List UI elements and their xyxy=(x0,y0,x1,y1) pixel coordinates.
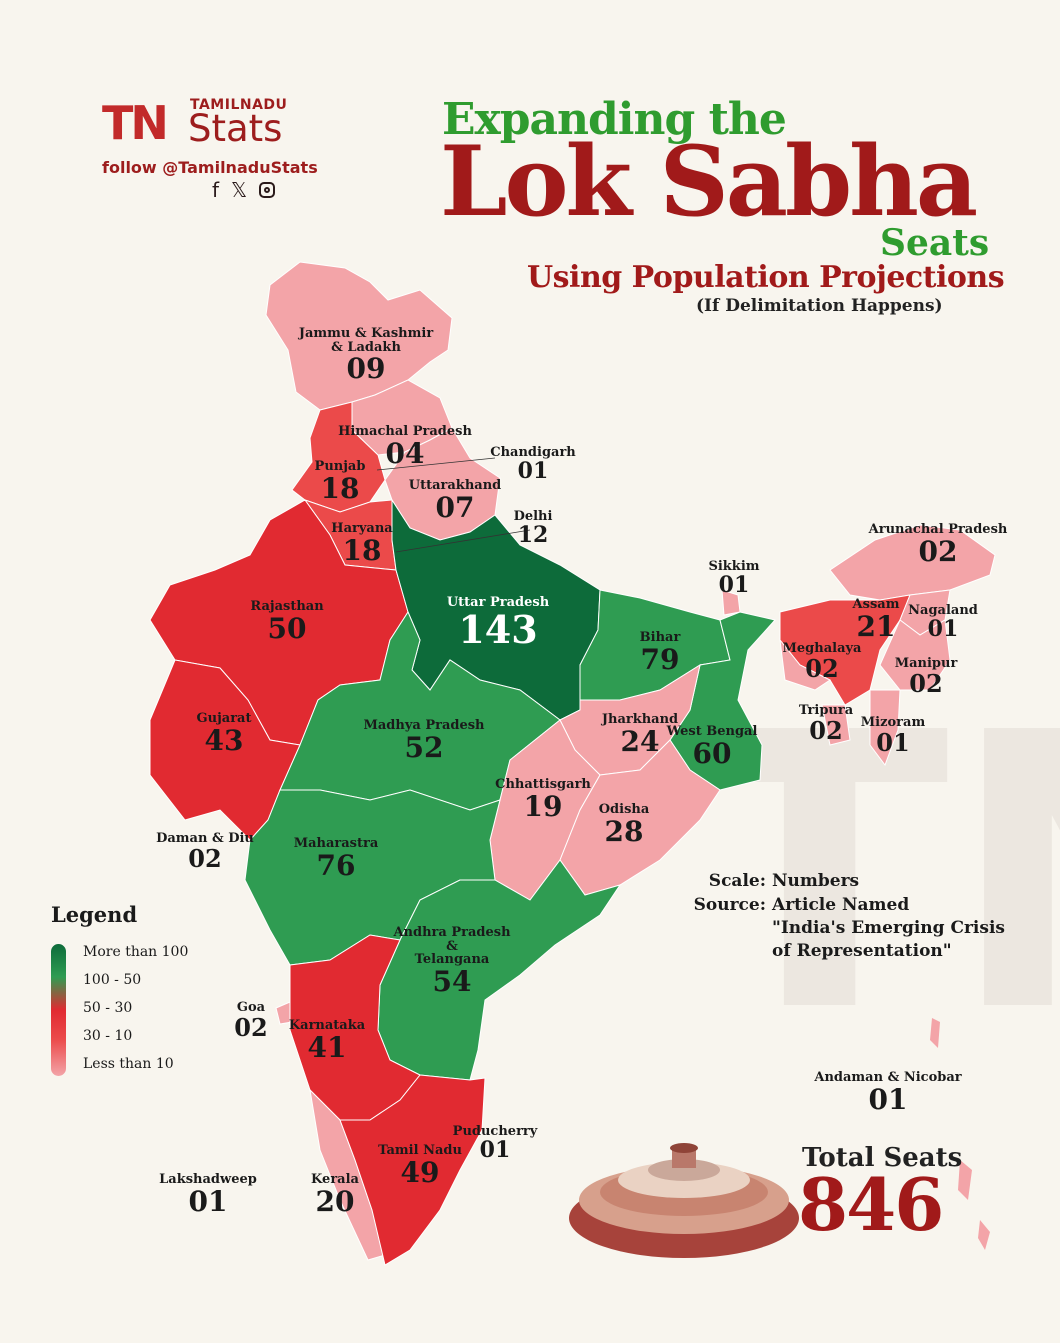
legend-item: 100 - 50 xyxy=(83,972,142,988)
label-delhi: Delhi 12 xyxy=(513,509,553,548)
follow-handle[interactable]: follow @TamilnaduStats xyxy=(102,158,318,177)
label-goa: Goa 02 xyxy=(234,1000,268,1042)
facebook-icon[interactable]: f xyxy=(212,178,220,202)
title-line-1: Expanding the xyxy=(442,94,787,145)
label-nagaland: Nagaland 01 xyxy=(908,603,978,642)
region-andaman xyxy=(930,1018,990,1250)
region-jammu-kashmir xyxy=(265,261,453,411)
region-meghalaya xyxy=(779,638,831,691)
instagram-icon[interactable] xyxy=(259,182,276,198)
subtitle: Using Population Projections xyxy=(527,260,1005,295)
legend-item: More than 100 xyxy=(83,944,189,960)
label-sikkim: Sikkim 01 xyxy=(708,559,760,598)
label-uttarakhand: Uttarakhand 07 xyxy=(408,478,502,524)
scale-value: Numbers xyxy=(772,871,860,891)
label-jammu-kashmir: Jammu & Kashmir & Ladakh 09 xyxy=(298,326,434,386)
label-arunachal-pradesh: Arunachal Pradesh 02 xyxy=(868,522,1008,568)
label-punjab: Punjab 18 xyxy=(314,459,366,505)
label-meghalaya: Meghalaya 02 xyxy=(782,641,862,683)
label-gujarat: Gujarat 43 xyxy=(196,711,252,757)
label-bihar: Bihar 79 xyxy=(639,630,681,676)
region-manipur xyxy=(879,619,951,691)
label-daman-diu: Daman & Diu 02 xyxy=(156,831,254,873)
source-value-line1: Article Named xyxy=(772,895,910,915)
legend-item: 30 - 10 xyxy=(83,1028,133,1044)
title-line-3: Seats xyxy=(880,222,990,264)
brand-top-text: TAMILNADU xyxy=(190,97,288,113)
legend-item: Less than 10 xyxy=(83,1056,174,1072)
region-mizoram xyxy=(869,689,901,767)
legend-item: 50 - 30 xyxy=(83,1000,133,1016)
label-andaman-nicobar: Andaman & Nicobar 01 xyxy=(814,1070,962,1116)
source-label: Source: xyxy=(693,895,766,915)
label-himachal-pradesh: Himachal Pradesh 04 xyxy=(338,424,472,470)
label-chandigarh: Chandigarh 01 xyxy=(490,445,576,484)
total-seats-label: Total Seats xyxy=(802,1143,963,1173)
label-manipur: Manipur 02 xyxy=(894,656,958,698)
label-uttar-pradesh: Uttar Pradesh 143 xyxy=(446,595,550,652)
x-icon[interactable]: 𝕏 xyxy=(231,178,248,202)
label-west-bengal: West Bengal 60 xyxy=(666,724,758,770)
region-arunachal xyxy=(829,524,996,601)
parliament-illustration xyxy=(569,1143,799,1258)
source-value-line2: "India's Emerging Crisis xyxy=(772,918,1005,938)
legend-title: Legend xyxy=(51,902,138,927)
label-kerala: Kerala 20 xyxy=(311,1172,359,1218)
label-puducherry: Puducherry 01 xyxy=(452,1124,538,1163)
label-odisha: Odisha 28 xyxy=(598,802,650,848)
label-maharashtra: Maharastra 76 xyxy=(293,836,379,882)
label-madhya-pradesh: Madhya Pradesh 52 xyxy=(363,718,485,764)
label-haryana: Haryana 18 xyxy=(331,521,393,567)
scale-label: Scale: xyxy=(708,871,766,891)
label-jharkhand: Jharkhand 24 xyxy=(601,712,679,758)
leader-delhi xyxy=(395,529,531,553)
social-icons: f 𝕏 xyxy=(212,178,276,202)
label-mizoram: Mizoram 01 xyxy=(860,715,926,757)
label-tripura: Tripura 02 xyxy=(798,703,854,745)
label-chhattisgarh: Chhattisgarh 19 xyxy=(495,777,591,823)
legend-color-bar xyxy=(51,944,66,1076)
total-seats-value: 846 xyxy=(798,1162,944,1247)
source-value-line3: of Representation" xyxy=(772,941,952,961)
leader-chandigarh xyxy=(376,457,496,471)
label-assam: Assam 21 xyxy=(852,597,900,643)
label-karnataka: Karnataka 41 xyxy=(288,1018,366,1064)
brand-name: Stats xyxy=(188,107,283,150)
region-tripura xyxy=(821,704,851,746)
region-tamil-nadu xyxy=(339,1074,486,1266)
title-line-2: Lok Sabha xyxy=(440,125,978,238)
brand-logo: TN xyxy=(102,96,169,150)
label-rajasthan: Rajasthan 50 xyxy=(250,599,324,645)
label-lakshadweep: Lakshadweep 01 xyxy=(159,1172,257,1218)
label-andhra-telangana: Andhra Pradesh & Telangana 54 xyxy=(393,925,511,998)
label-tamil-nadu: Tamil Nadu 49 xyxy=(378,1143,462,1189)
region-odisha xyxy=(559,739,721,896)
subtitle-note: (If Delimitation Happens) xyxy=(696,296,943,316)
